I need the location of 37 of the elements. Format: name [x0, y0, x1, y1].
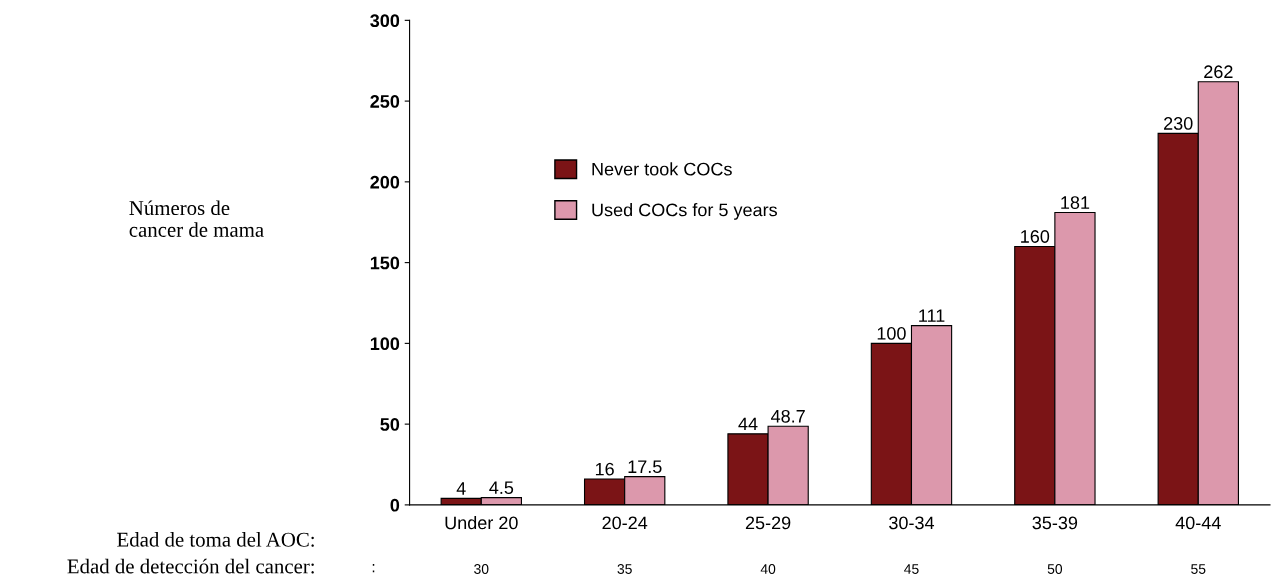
text: 40 — [760, 564, 776, 574]
data-label: 4 — [456, 482, 466, 495]
text: Edad de detección del cancer: — [67, 558, 314, 574]
data-label: 181 — [1061, 196, 1090, 209]
y-tick-label: 100 — [370, 337, 400, 351]
x-tick-label: 20-24 — [602, 516, 648, 530]
text: Números de cancer de mama — [129, 200, 264, 237]
text: 50 — [1047, 564, 1063, 574]
y-tick-label: 150 — [370, 256, 400, 270]
x-tick-label: 40-44 — [1175, 516, 1221, 530]
text: 30 — [474, 564, 489, 574]
y-tick-label: 200 — [370, 175, 400, 189]
data-label: 111 — [919, 309, 945, 322]
x-axis-title: Edad de toma del AOC: — [117, 532, 314, 547]
text: 55 — [1191, 564, 1206, 574]
y-tick-label: 0 — [390, 498, 400, 512]
y-tick-label: 300 — [370, 14, 400, 28]
x-tick-label: 35-39 — [1032, 516, 1078, 530]
data-label: 48.7 — [771, 409, 805, 423]
x-tick-label: 30-34 — [889, 516, 935, 530]
data-label: 4.5 — [489, 481, 514, 495]
x-tick-label: Under 20 — [445, 516, 518, 530]
y-tick-label: 250 — [370, 95, 400, 108]
data-label: 44 — [738, 417, 758, 431]
data-label: 16 — [595, 462, 614, 476]
legend-label: Never took COCs — [592, 162, 732, 176]
legend-label: Used COCs for 5 years — [592, 203, 777, 220]
data-label: 100 — [877, 327, 906, 340]
data-label: 262 — [1204, 65, 1233, 79]
data-label: 230 — [1164, 117, 1193, 130]
data-label: 160 — [1021, 230, 1050, 243]
y-tick-label: 50 — [380, 418, 400, 431]
text: 45 — [904, 564, 919, 574]
text: : — [372, 564, 375, 573]
data-label: 17.5 — [628, 460, 662, 474]
text: 35 — [617, 564, 632, 574]
x-tick-label: 25-29 — [745, 516, 791, 530]
